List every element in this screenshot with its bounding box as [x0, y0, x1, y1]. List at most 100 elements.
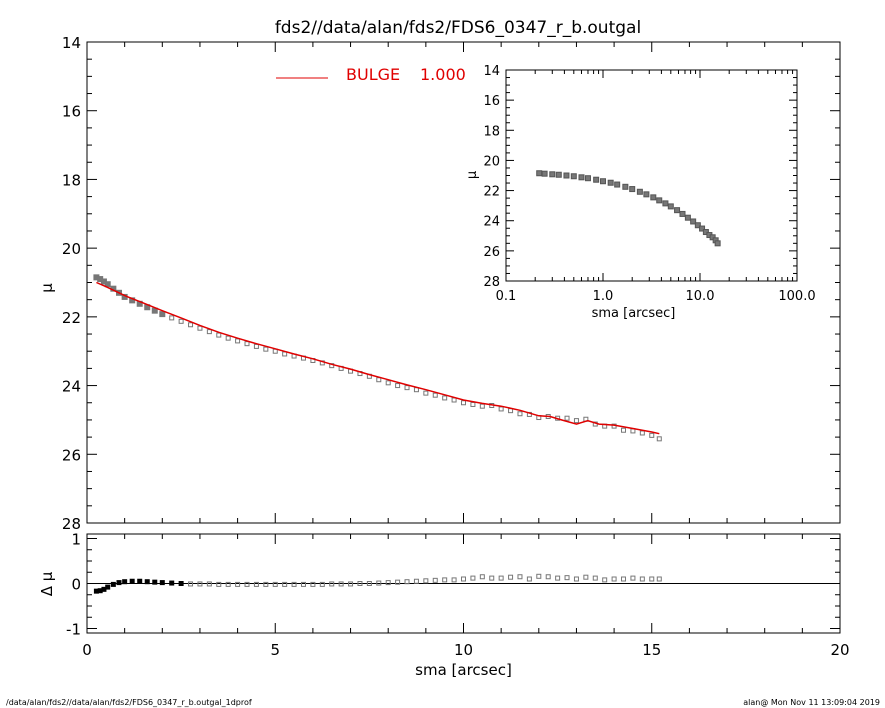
- footer-right: alan@ Mon Nov 11 13:09:04 2019: [743, 698, 880, 707]
- residual-xtick-label: 5: [270, 641, 280, 659]
- inset-data-point: [636, 188, 643, 195]
- inset-xtick-label: 1.0: [593, 289, 614, 304]
- inset-data-point: [570, 173, 577, 180]
- residual-point: [159, 580, 165, 586]
- inset-ytick-label: 20: [483, 154, 500, 169]
- data-point: [479, 403, 485, 409]
- data-point: [564, 415, 570, 421]
- footer-left: /data/alan/fds2//data/alan/fds2/FDS6_034…: [6, 698, 252, 707]
- data-point: [451, 397, 457, 403]
- data-point: [470, 401, 476, 407]
- residual-point: [338, 581, 344, 587]
- data-point: [442, 395, 448, 401]
- inset-data-point: [629, 186, 636, 193]
- data-point: [461, 400, 466, 406]
- data-point: [225, 335, 231, 341]
- inset-data-point: [584, 175, 591, 182]
- inset-ytick-label: 22: [483, 185, 500, 200]
- main-ylabel: μ: [38, 283, 56, 293]
- residual-point: [639, 576, 645, 582]
- data-point: [656, 436, 662, 442]
- residual-point: [395, 579, 401, 585]
- residual-point: [564, 575, 570, 581]
- residual-point: [291, 581, 297, 587]
- inset-ytick-label: 26: [483, 245, 500, 260]
- residual-point: [329, 581, 335, 587]
- residual-point: [489, 575, 495, 581]
- data-point: [395, 383, 401, 389]
- inset-data-point: [614, 181, 621, 188]
- residual-point: [188, 581, 194, 587]
- residual-point: [442, 577, 448, 583]
- legend: BULGE 1.000: [276, 65, 466, 84]
- residual-xtick-label: 20: [830, 641, 849, 659]
- inset-data-point: [643, 191, 650, 198]
- main-ytick-label: 14: [62, 34, 81, 52]
- residual-ytick-label: 1: [71, 531, 81, 549]
- residual-point: [404, 579, 410, 585]
- inset-ytick-label: 16: [483, 94, 500, 109]
- residual-point: [555, 575, 561, 581]
- residual-point: [137, 578, 143, 584]
- inset-xtick-label: 100.0: [778, 289, 815, 304]
- data-point: [639, 430, 645, 436]
- inset-data-point: [555, 171, 562, 178]
- inset-data-point: [699, 225, 706, 232]
- main-ytick-label: 20: [62, 240, 81, 258]
- residual-xtick-label: 15: [642, 641, 661, 659]
- residual-point: [385, 580, 391, 586]
- residual-point: [573, 576, 579, 582]
- data-point: [376, 377, 382, 383]
- residual-point: [122, 579, 128, 585]
- residual-point: [152, 579, 158, 585]
- inset-data-point: [541, 170, 548, 177]
- residual-point: [536, 573, 542, 579]
- inset-data-point: [600, 178, 606, 185]
- residual-point: [376, 580, 382, 586]
- residual-point: [413, 578, 419, 584]
- model-line: [96, 281, 660, 435]
- data-point: [385, 380, 391, 386]
- inset-data-point: [714, 240, 721, 247]
- inset-data-point: [674, 207, 681, 214]
- residual-point: [517, 574, 523, 580]
- residual-point: [526, 576, 532, 582]
- data-point: [404, 385, 410, 391]
- legend-label: BULGE: [346, 65, 400, 84]
- main-ytick-label: 24: [62, 378, 81, 396]
- data-point: [178, 318, 184, 324]
- data-point: [206, 329, 212, 335]
- data-point: [263, 346, 269, 352]
- inset-ytick-label: 28: [483, 275, 500, 290]
- residual-point: [197, 581, 203, 587]
- inset-data-point: [694, 222, 701, 229]
- inset-xtick-label: 0.1: [496, 289, 517, 304]
- residual-point: [235, 581, 241, 587]
- chart-title: fds2//data/alan/fds2/FDS6_0347_r_b.outga…: [275, 18, 641, 38]
- inset-data-point: [607, 179, 614, 186]
- data-point: [423, 390, 429, 396]
- residual-point: [272, 581, 278, 587]
- inset-data-point: [549, 171, 556, 178]
- residual-point: [621, 576, 627, 582]
- inset-data-point: [690, 218, 697, 225]
- residual-point: [110, 581, 116, 587]
- residual-point: [545, 574, 551, 580]
- residual-point: [461, 576, 466, 582]
- residual-point: [116, 580, 122, 586]
- inset-data-point: [662, 200, 669, 207]
- data-point: [235, 338, 241, 344]
- inset-data-point: [656, 197, 663, 204]
- residual-xtick-label: 0: [82, 641, 92, 659]
- residual-point: [348, 581, 354, 587]
- data-point: [282, 351, 288, 357]
- residual-point: [583, 574, 589, 580]
- residual-point: [129, 578, 135, 584]
- inset-ylabel: μ: [465, 171, 480, 179]
- residual-point: [178, 581, 184, 586]
- inset-ytick-label: 24: [483, 215, 500, 230]
- residual-point: [216, 581, 222, 587]
- data-point: [621, 427, 627, 433]
